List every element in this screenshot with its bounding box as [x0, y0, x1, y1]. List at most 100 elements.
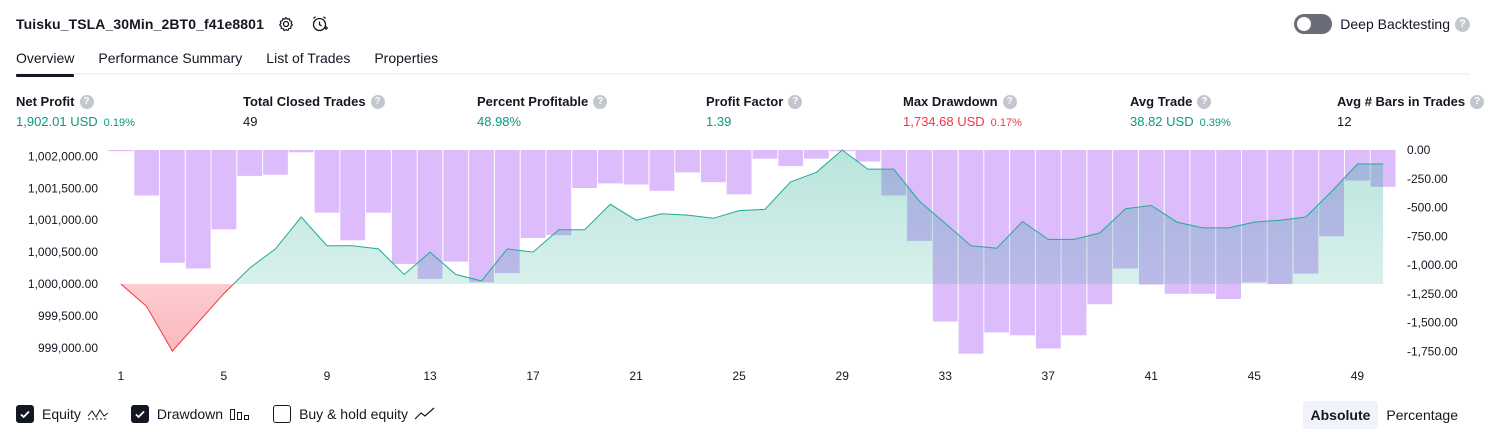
drawdown-bar — [443, 150, 469, 262]
drawdown-bar — [855, 150, 881, 162]
metric-value: 12 — [1337, 114, 1352, 129]
metric-value: 49 — [243, 114, 258, 129]
drawdown-bar — [391, 150, 417, 264]
drawdown-bar — [134, 150, 160, 196]
equity-line — [120, 149, 1384, 284]
tab-overview[interactable]: Overview — [16, 44, 75, 77]
buy-hold-checkbox[interactable] — [273, 405, 292, 423]
right-axis-tick-label: -500.00 — [1407, 201, 1448, 215]
mode-absolute[interactable]: Absolute — [1302, 401, 1379, 429]
legend-equity[interactable]: Equity — [16, 405, 109, 423]
info-icon[interactable]: ? — [788, 94, 803, 109]
info-icon[interactable]: ? — [1197, 94, 1212, 109]
left-axis-tick-label: 999,000.00 — [38, 341, 98, 355]
mode-percentage[interactable]: Percentage — [1386, 407, 1458, 423]
metric-value: 48.98% — [477, 114, 522, 129]
metric-value: 1,902.01 USD — [16, 114, 98, 129]
left-axis-tick-label: 1,001,000.00 — [28, 213, 98, 227]
equity-checkbox[interactable] — [16, 405, 34, 423]
drawdown-bar — [160, 150, 185, 263]
metric-value: 1,734.68 USD — [903, 114, 985, 129]
left-axis-tick-label: 1,000,500.00 — [28, 245, 98, 259]
drawdown-bar — [469, 150, 494, 283]
help-icon[interactable]: ? — [1455, 16, 1470, 32]
drawdown-bar — [237, 150, 263, 176]
x-axis-tick-label: 25 — [732, 369, 746, 383]
x-axis-tick-label: 37 — [1042, 369, 1056, 383]
value-mode-switch: Absolute Percentage — [1302, 401, 1467, 429]
right-y-axis: 0.00 -250.00 -500.00 -750.00 -1,000.00 -1,250… — [1407, 143, 1458, 358]
deep-backtesting-label: Deep Backtesting — [1340, 16, 1450, 32]
equity-drawdown-chart[interactable]: 1,002,000.00 1,001,500.00 1,001,000.00 1,00… — [0, 140, 1486, 398]
legend-buy-hold-equity[interactable]: Buy & hold equity — [273, 405, 436, 423]
metric-label: Total Closed Trades — [243, 94, 366, 109]
chart-legend: Equity Drawdown Buy & hold equity — [16, 403, 458, 425]
metric-profit-factor: Profit Factor? 1.39 — [706, 93, 803, 129]
drawdown-bar — [340, 150, 366, 241]
metric-label: Avg Trade — [1130, 94, 1193, 109]
drawdown-bar — [211, 150, 237, 230]
x-axis-tick-label: 45 — [1248, 369, 1262, 383]
info-icon[interactable]: ? — [1470, 94, 1485, 109]
drawdown-bar — [649, 150, 675, 191]
drawdown-bar — [366, 150, 391, 213]
drawdown-bar — [546, 150, 572, 236]
x-axis-tick-label: 49 — [1351, 369, 1365, 383]
metric-value: 1.39 — [706, 114, 732, 129]
tab-performance-summary[interactable]: Performance Summary — [98, 50, 243, 66]
info-icon[interactable]: ? — [593, 94, 608, 109]
right-axis-tick-label: -1,500.00 — [1407, 316, 1458, 330]
drawdown-bar — [288, 150, 314, 153]
metric-label: Percent Profitable — [477, 94, 589, 109]
drawdown-bar — [263, 150, 288, 175]
info-icon[interactable]: ? — [370, 94, 385, 109]
equity-line-icon — [87, 407, 109, 421]
right-axis-tick-label: -1,000.00 — [1407, 258, 1458, 272]
strategy-title: Tuisku_TSLA_30Min_2BT0_f41e8801 — [16, 16, 264, 32]
buy-hold-line-icon — [414, 407, 436, 421]
metric-percent: 0.19% — [103, 117, 135, 129]
drawdown-bar — [701, 150, 726, 183]
drawdown-bar — [597, 150, 623, 184]
right-axis-tick-label: -750.00 — [1407, 229, 1448, 243]
drawdown-bar — [804, 150, 829, 159]
drawdown-bar — [675, 150, 700, 173]
tab-list-of-trades[interactable]: List of Trades — [266, 50, 351, 66]
x-axis-tick-label: 33 — [939, 369, 953, 383]
left-axis-tick-label: 1,001,500.00 — [28, 181, 98, 195]
deep-backtesting-control: Deep Backtesting ? — [1294, 12, 1470, 36]
metric-value: 38.82 USD — [1130, 114, 1194, 129]
legend-label: Drawdown — [156, 406, 224, 422]
info-icon[interactable]: ? — [1002, 94, 1017, 109]
x-axis-tick-label: 41 — [1145, 369, 1159, 383]
metric-max-drawdown: Max Drawdown? 1,734.68 USD 0.17% — [903, 93, 1022, 129]
x-axis-tick-label: 21 — [629, 369, 643, 383]
legend-label: Buy & hold equity — [299, 406, 409, 422]
drawdown-bar — [752, 150, 778, 159]
metric-percent-profitable: Percent Profitable? 48.98% — [477, 93, 608, 129]
drawdown-checkbox[interactable] — [130, 405, 149, 423]
legend-label: Equity — [42, 406, 81, 422]
report-tabs: Overview Performance Summary List of Tra… — [16, 44, 1470, 77]
metric-label: Max Drawdown — [903, 94, 998, 109]
metric-percent: 0.17% — [990, 117, 1022, 129]
alert-clock-icon[interactable] — [308, 12, 332, 36]
tab-properties[interactable]: Properties — [374, 50, 439, 66]
right-axis-tick-label: -1,750.00 — [1407, 344, 1458, 358]
x-axis-tick-label: 9 — [324, 369, 331, 383]
drawdown-bars-icon — [229, 407, 251, 421]
x-axis-tick-label: 1 — [118, 369, 125, 383]
x-axis: 1 5 9 13 17 21 25 29 33 37 41 45 49 — [118, 369, 1365, 383]
metric-net-profit: Net Profit? 1,902.01 USD 0.19% — [16, 93, 135, 129]
info-icon[interactable]: ? — [79, 94, 94, 109]
toggle-knob — [1297, 17, 1312, 31]
drawdown-bar — [185, 150, 211, 269]
settings-gear-icon[interactable] — [274, 12, 298, 36]
x-axis-tick-label: 17 — [526, 369, 540, 383]
drawdown-bar — [314, 150, 340, 213]
x-axis-tick-label: 29 — [836, 369, 850, 383]
metric-label: Profit Factor — [706, 94, 784, 109]
metric-avg-bars-in-trades: Avg # Bars in Trades? 12 — [1337, 93, 1485, 129]
deep-backtesting-toggle[interactable] — [1294, 14, 1333, 34]
legend-drawdown[interactable]: Drawdown — [130, 405, 251, 423]
